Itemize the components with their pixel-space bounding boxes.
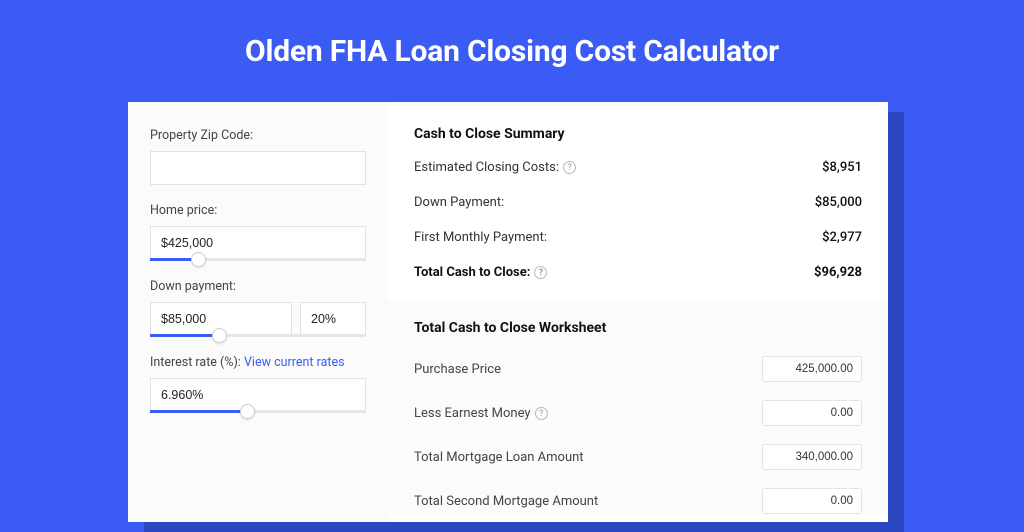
summary-row: Down Payment: $85,000 [414,195,862,210]
worksheet-row: Purchase Price [414,356,862,382]
help-icon[interactable]: ? [534,266,547,279]
page-title: Olden FHA Loan Closing Cost Calculator [0,0,1024,95]
field-zip: Property Zip Code: [150,128,366,185]
interest-rate-slider[interactable] [150,410,366,413]
interest-rate-input[interactable] [150,378,366,412]
worksheet-row-input[interactable] [762,444,862,470]
summary-rows: Estimated Closing Costs:? $8,951 Down Paym… [414,160,862,280]
worksheet-row: Total Mortgage Loan Amount [414,444,862,470]
summary-row-value: $2,977 [822,230,862,245]
home-price-slider-thumb[interactable] [191,252,206,267]
summary-row-label: Down Payment: [414,195,504,210]
worksheet-row-input[interactable] [762,356,862,382]
interest-rate-label: Interest rate (%): [150,355,241,370]
summary-row-value: $8,951 [822,160,862,175]
field-home-price: Home price: [150,203,366,261]
inputs-panel: Property Zip Code: Home price: Down paym… [128,102,388,522]
calculator-card: Property Zip Code: Home price: Down paym… [128,102,888,522]
interest-rate-slider-fill [150,410,247,413]
worksheet-row-label: Total Second Mortgage Amount [414,494,598,509]
worksheet-row: Total Second Mortgage Amount [414,488,862,514]
results-panel: Cash to Close Summary Estimated Closing … [388,102,888,522]
down-payment-slider-thumb[interactable] [212,328,227,343]
home-price-slider[interactable] [150,258,366,261]
summary-row-label: Total Cash to Close:? [414,265,547,280]
down-payment-slider[interactable] [150,334,366,337]
summary-row: Total Cash to Close:? $96,928 [414,265,862,280]
worksheet-row-input[interactable] [762,488,862,514]
summary-row-value: $96,928 [814,265,862,280]
worksheet-panel: Total Cash to Close Worksheet Purchase P… [388,300,888,514]
view-rates-link[interactable]: View current rates [244,355,345,370]
worksheet-row-label: Purchase Price [414,362,501,377]
home-price-label: Home price: [150,203,366,218]
summary-row-label: Estimated Closing Costs:? [414,160,576,175]
field-interest-rate: Interest rate (%): View current rates [150,355,366,413]
summary-row-label: First Monthly Payment: [414,230,547,245]
interest-rate-slider-thumb[interactable] [240,404,255,419]
summary-row: Estimated Closing Costs:? $8,951 [414,160,862,175]
zip-input[interactable] [150,151,366,185]
down-payment-label: Down payment: [150,279,366,294]
zip-label: Property Zip Code: [150,128,366,143]
down-payment-percent-input[interactable] [300,302,366,336]
help-icon[interactable]: ? [563,161,576,174]
worksheet-row-input[interactable] [762,400,862,426]
worksheet-row-label: Less Earnest Money? [414,406,548,421]
down-payment-slider-fill [150,334,219,337]
home-price-input[interactable] [150,226,366,260]
summary-row: First Monthly Payment: $2,977 [414,230,862,245]
worksheet-row-label: Total Mortgage Loan Amount [414,450,584,465]
worksheet-row: Less Earnest Money? [414,400,862,426]
summary-title: Cash to Close Summary [414,126,862,142]
interest-rate-label-row: Interest rate (%): View current rates [150,355,366,370]
summary-row-value: $85,000 [815,195,862,210]
worksheet-title: Total Cash to Close Worksheet [414,320,862,336]
field-down-payment: Down payment: [150,279,366,337]
worksheet-rows: Purchase Price Less Earnest Money? Total M… [414,356,862,514]
help-icon[interactable]: ? [535,407,548,420]
